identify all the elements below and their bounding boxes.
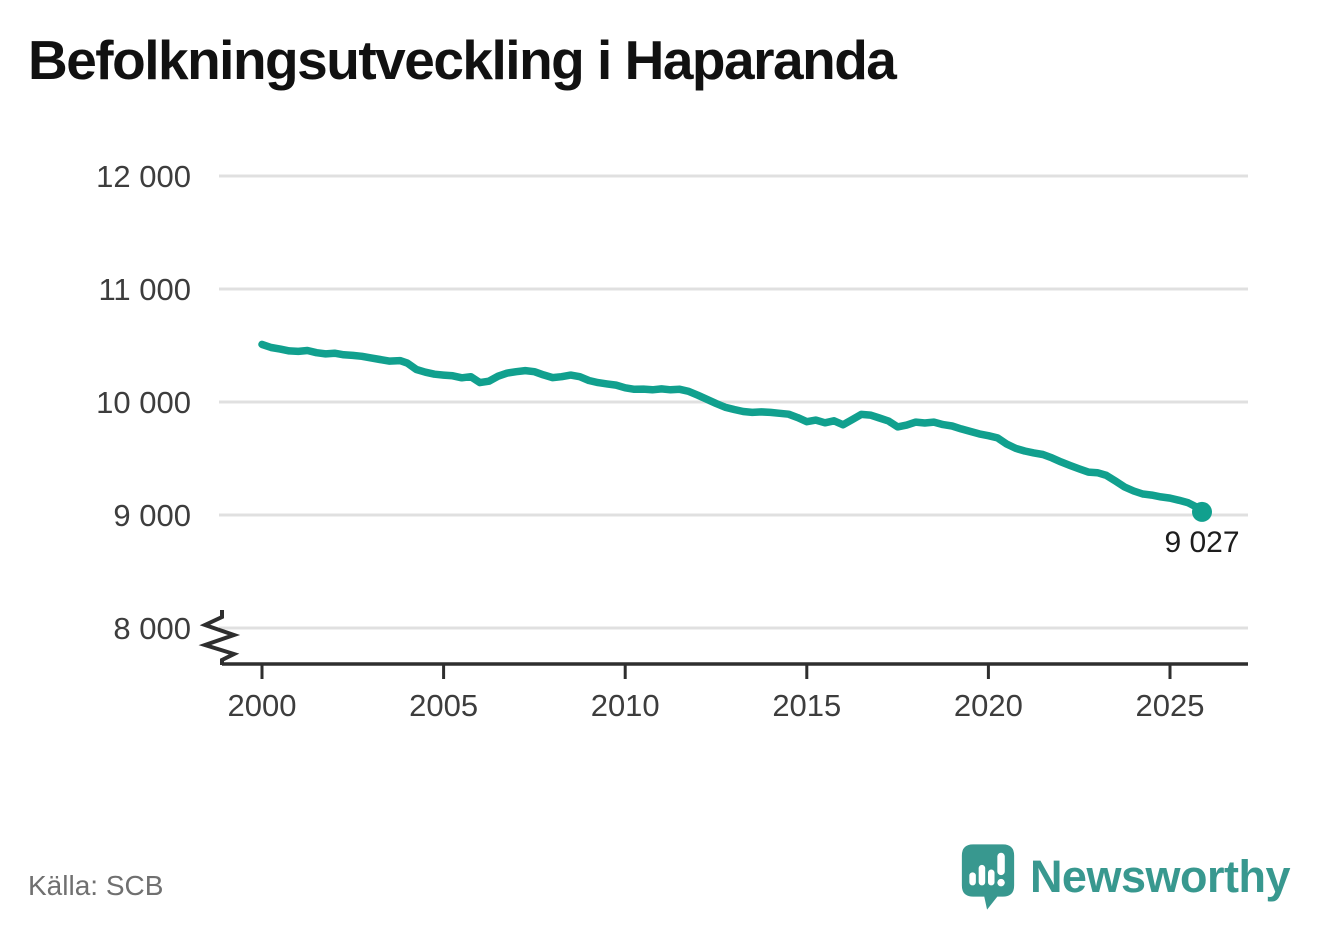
endpoint-value-label: 9 027 (1164, 526, 1239, 559)
newsworthy-logo: Newsworthy (960, 842, 1291, 912)
axis-break-icon (198, 610, 241, 665)
x-tick-label: 2000 (228, 688, 297, 723)
y-tick-label: 8 000 (113, 611, 191, 646)
y-axis-labels: 12 000 11 000 10 000 9 000 8 000 (96, 159, 191, 646)
newsworthy-logo-icon (961, 844, 1015, 910)
x-tick-label: 2005 (409, 688, 478, 723)
x-tick-label: 2020 (954, 688, 1023, 723)
chart-title: Befolkningsutveckling i Haparanda (28, 29, 897, 91)
y-tick-label: 12 000 (96, 159, 191, 194)
y-tick-label: 9 000 (113, 498, 191, 533)
gridlines (219, 174, 1248, 630)
endpoint-dot (1192, 501, 1212, 522)
y-tick-label: 10 000 (96, 385, 191, 420)
x-tick-label: 2025 (1136, 688, 1205, 723)
y-tick-label: 11 000 (98, 272, 191, 307)
population-line (258, 340, 1206, 516)
x-tick-label: 2015 (772, 688, 841, 723)
newsworthy-logo-text: Newsworthy (1029, 851, 1291, 902)
x-axis: 2000 2005 2010 2015 2020 2025 (222, 662, 1248, 723)
source-label: Källa: SCB (28, 870, 164, 901)
x-tick-label: 2010 (591, 688, 660, 723)
